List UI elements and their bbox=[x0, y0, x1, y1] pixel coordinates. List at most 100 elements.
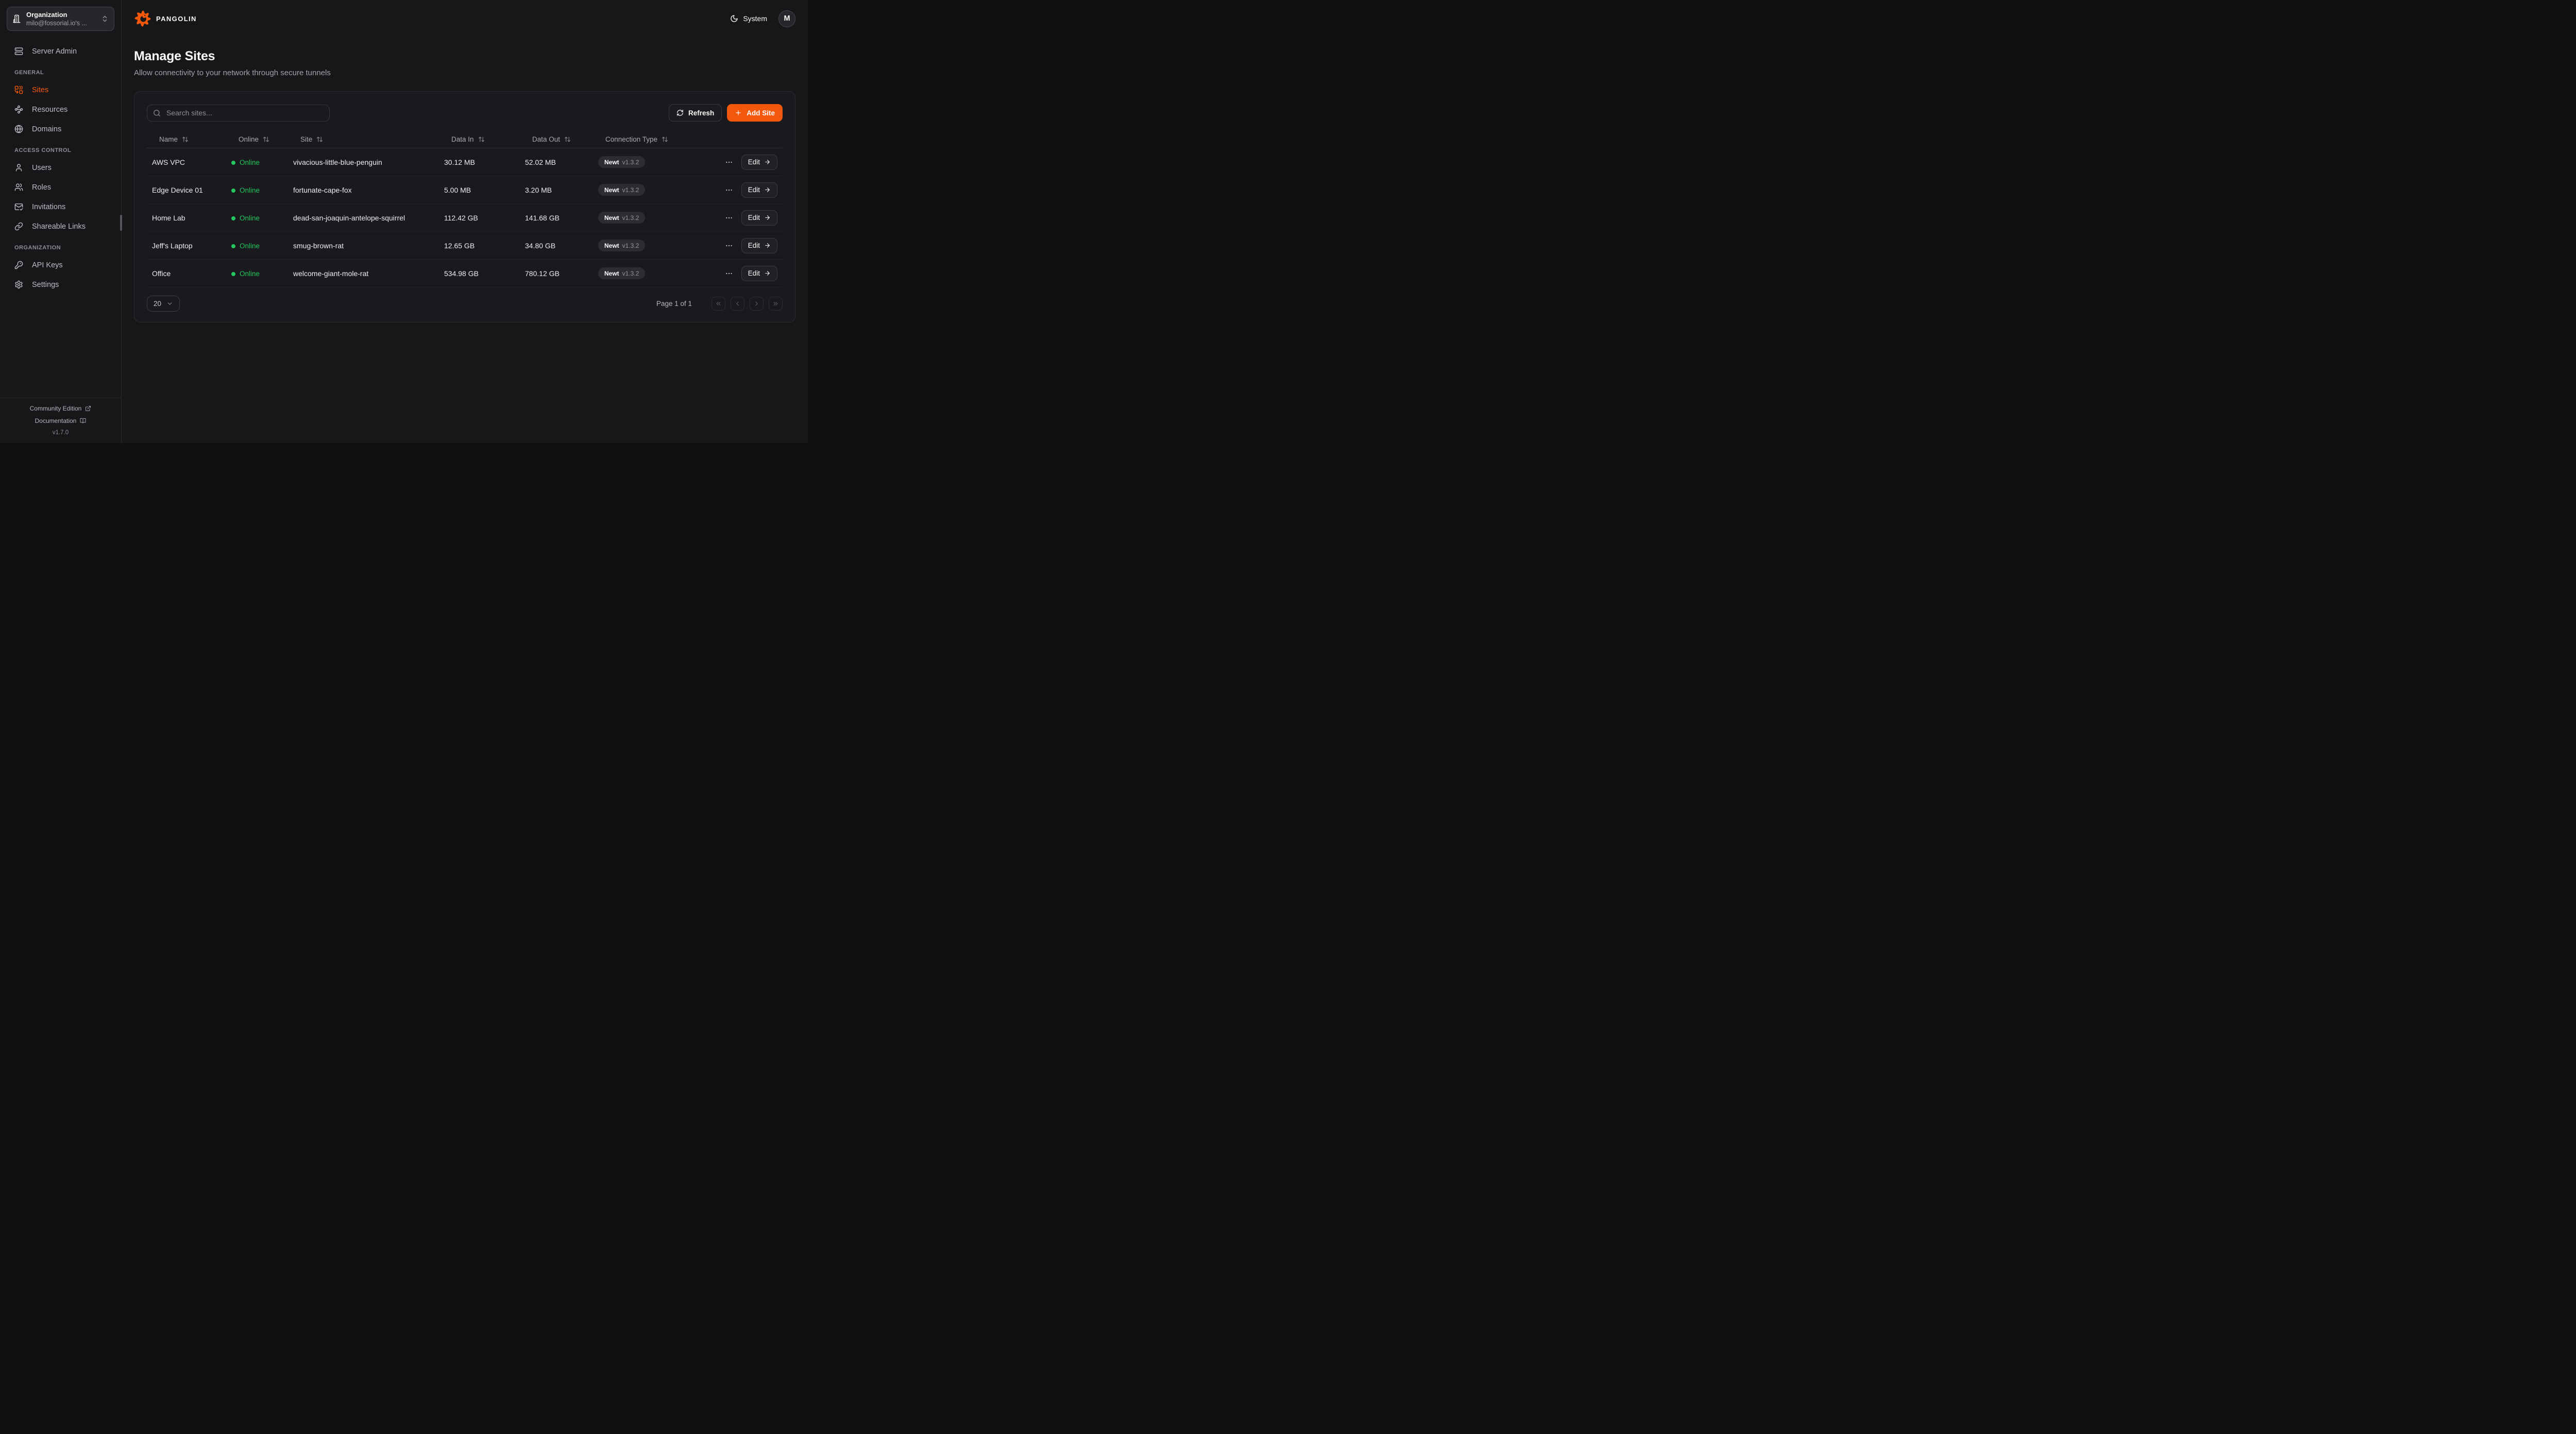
column-header-data-in[interactable]: Data In bbox=[439, 130, 520, 148]
cell-connection-type: Newt v1.3.2 bbox=[593, 204, 716, 232]
cell-site: welcome-giant-mole-rat bbox=[293, 269, 369, 278]
sidebar-item-resources[interactable]: Resources bbox=[7, 102, 114, 117]
add-site-button[interactable]: Add Site bbox=[727, 104, 783, 122]
column-header-name[interactable]: Name bbox=[147, 130, 226, 148]
arrow-right-icon bbox=[764, 159, 771, 165]
cell-data-out: 52.02 MB bbox=[525, 158, 556, 166]
sidebar-footer: Community Edition Documentation v1.7.0 bbox=[0, 398, 121, 443]
sites-table: Name Online Site Data In Data Out Connection … bbox=[147, 130, 783, 287]
cell-name: Jeff's Laptop bbox=[152, 241, 193, 250]
external-link-icon bbox=[85, 405, 91, 412]
row-menu-button[interactable] bbox=[724, 185, 734, 195]
sidebar-item-domains[interactable]: Domains bbox=[7, 122, 114, 136]
pager-chevrons-left-button[interactable] bbox=[711, 297, 725, 311]
cell-actions: Edit bbox=[716, 148, 783, 176]
page-size-select[interactable]: 20 bbox=[147, 296, 180, 312]
mail-check-icon bbox=[14, 202, 23, 211]
cell-name: Office bbox=[152, 269, 171, 278]
org-selector[interactable]: Organization milo@fossorial.io's ... bbox=[7, 7, 114, 31]
toolbar-actions: Refresh Add Site bbox=[668, 104, 783, 122]
page-title: Manage Sites bbox=[134, 49, 215, 63]
ellipsis-icon bbox=[725, 186, 733, 194]
chevrons-right-icon bbox=[772, 300, 779, 307]
footer-link-community-edition[interactable]: Community Edition bbox=[4, 405, 117, 412]
search-input[interactable] bbox=[165, 108, 324, 117]
cell-data-out: 3.20 MB bbox=[525, 185, 552, 194]
edit-button[interactable]: Edit bbox=[741, 154, 777, 170]
column-header-data-out[interactable]: Data Out bbox=[520, 130, 593, 148]
arrow-up-down-icon bbox=[478, 136, 485, 143]
arrow-right-icon bbox=[764, 270, 771, 277]
sidebar-item-api-keys[interactable]: API Keys bbox=[7, 258, 114, 272]
pager-chevron-left-button[interactable] bbox=[731, 297, 744, 311]
pager-chevron-right-button[interactable] bbox=[750, 297, 764, 311]
org-selector-text: Organization milo@fossorial.io's ... bbox=[26, 11, 96, 27]
row-menu-button[interactable] bbox=[724, 157, 734, 167]
row-menu-button[interactable] bbox=[724, 268, 734, 279]
search-box[interactable] bbox=[147, 104, 330, 122]
cell-data-out: 141.68 GB bbox=[525, 213, 560, 222]
avatar-initial: M bbox=[784, 14, 790, 23]
waypoints-icon bbox=[14, 105, 23, 114]
edit-button[interactable]: Edit bbox=[741, 265, 777, 281]
main-area: PANGOLIN System M Manage Sites Allow con… bbox=[122, 0, 808, 443]
table-row-home-lab: Home Lab Online dead-san-joaquin-antelope-… bbox=[147, 204, 783, 232]
connection-type-badge: Newt v1.3.2 bbox=[598, 156, 646, 168]
edit-button[interactable]: Edit bbox=[741, 182, 777, 198]
cell-name: AWS VPC bbox=[152, 158, 185, 166]
online-status-text: Online bbox=[240, 158, 260, 166]
cell-site: fortunate-cape-fox bbox=[293, 185, 352, 194]
plus-icon bbox=[735, 109, 742, 116]
edit-button[interactable]: Edit bbox=[741, 237, 777, 253]
sidebar-item-invitations[interactable]: Invitations bbox=[7, 199, 114, 214]
table-row-aws-vpc: AWS VPC Online vivacious-little-blue-pengu… bbox=[147, 148, 783, 176]
sidebar-item-sites[interactable]: Sites bbox=[7, 82, 114, 97]
sidebar-item-shareable-links[interactable]: Shareable Links bbox=[7, 219, 114, 234]
edit-button[interactable]: Edit bbox=[741, 210, 777, 226]
pager-chevrons-right-button[interactable] bbox=[769, 297, 783, 311]
sidebar-item-users[interactable]: Users bbox=[7, 160, 114, 175]
sidebar-item-server-admin[interactable]: Server Admin bbox=[7, 44, 114, 59]
cell-online: Online bbox=[226, 260, 288, 287]
column-header-connection-type[interactable]: Connection Type bbox=[593, 130, 716, 148]
sidebar-nav: Server Admin GENERAL Sites Resources Domains… bbox=[0, 38, 121, 292]
sidebar-resize-handle[interactable] bbox=[120, 215, 122, 231]
theme-toggle[interactable]: System bbox=[730, 14, 767, 23]
nav-section-organization: ORGANIZATION bbox=[14, 245, 61, 251]
arrow-up-down-icon bbox=[564, 136, 571, 143]
cell-data-in: 534.98 GB bbox=[444, 269, 479, 278]
footer-link-documentation[interactable]: Documentation bbox=[4, 417, 117, 424]
online-status-dot bbox=[231, 271, 235, 276]
org-selector-value: milo@fossorial.io's ... bbox=[26, 20, 87, 27]
sidebar-item-settings[interactable]: Settings bbox=[7, 277, 114, 292]
cell-data-in: 5.00 MB bbox=[444, 185, 471, 194]
arrow-up-down-icon bbox=[263, 136, 269, 143]
column-header-site[interactable]: Site bbox=[288, 130, 439, 148]
refresh-button[interactable]: Refresh bbox=[668, 104, 722, 122]
brand[interactable]: PANGOLIN bbox=[134, 10, 197, 27]
ellipsis-icon bbox=[725, 269, 733, 278]
cell-data-in: 30.12 MB bbox=[444, 158, 475, 166]
arrow-right-icon bbox=[764, 242, 771, 249]
table-body: AWS VPC Online vivacious-little-blue-pengu… bbox=[147, 148, 783, 287]
sites-icon bbox=[14, 86, 23, 94]
cell-site: smug-brown-rat bbox=[293, 241, 344, 250]
column-header-online[interactable]: Online bbox=[226, 130, 288, 148]
card-toolbar: Refresh Add Site bbox=[134, 92, 795, 130]
cell-connection-type: Newt v1.3.2 bbox=[593, 148, 716, 176]
online-status-dot bbox=[231, 216, 235, 220]
sidebar-item-roles[interactable]: Roles bbox=[7, 180, 114, 195]
cell-online: Online bbox=[226, 148, 288, 176]
row-menu-button[interactable] bbox=[724, 213, 734, 223]
cell-data-out: 34.80 GB bbox=[525, 241, 556, 250]
cell-online: Online bbox=[226, 232, 288, 260]
app-version: v1.7.0 bbox=[52, 430, 69, 436]
chevron-down-icon bbox=[166, 300, 173, 307]
row-menu-button[interactable] bbox=[724, 241, 734, 251]
topbar-right: System M bbox=[730, 10, 795, 27]
add-site-label: Add Site bbox=[747, 109, 775, 117]
avatar[interactable]: M bbox=[778, 10, 795, 27]
pangolin-logo-icon bbox=[134, 10, 151, 27]
table-header: Name Online Site Data In Data Out Connection … bbox=[147, 130, 783, 148]
cell-data-out: 780.12 GB bbox=[525, 269, 560, 278]
